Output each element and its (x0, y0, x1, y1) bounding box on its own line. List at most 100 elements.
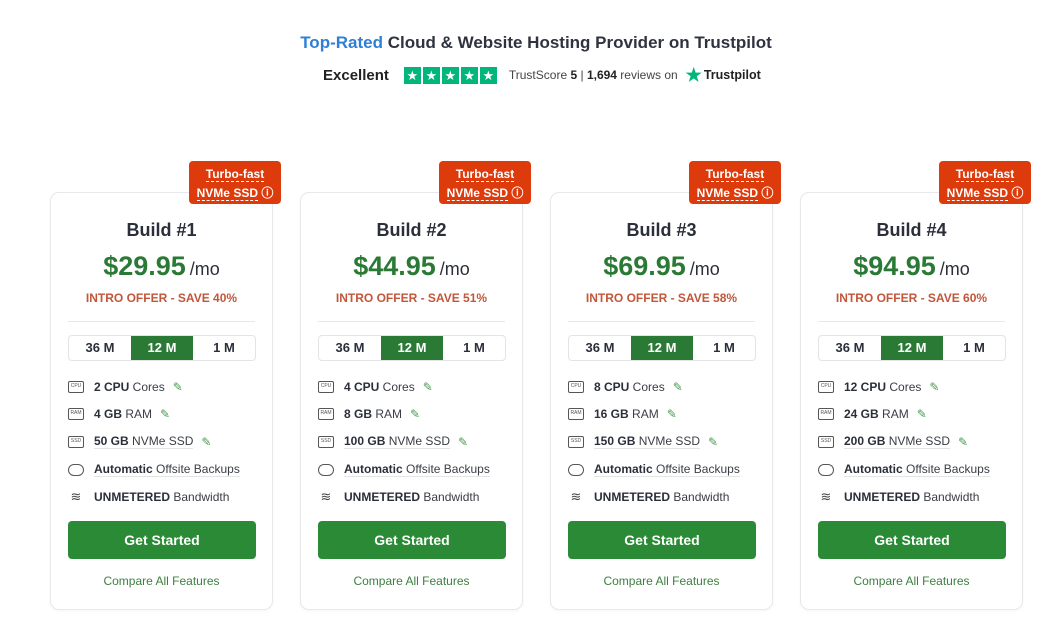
bandwidth-label: Bandwidth (170, 490, 230, 504)
compare-features-link[interactable]: Compare All Features (103, 574, 220, 588)
get-started-button[interactable]: Get Started (68, 521, 256, 559)
feature-ram: RAM 4 GB RAM ✎ (68, 407, 170, 421)
cpu-label: Cores (379, 380, 415, 394)
backup-database-icon (568, 463, 584, 476)
nvme-badge[interactable]: Turbo-fast NVMe SSD ⓘ (439, 161, 531, 204)
term-12m[interactable]: 12 M (381, 336, 443, 360)
bandwidth-label: Bandwidth (670, 490, 730, 504)
edit-pencil-icon[interactable]: ✎ (172, 380, 183, 394)
bandwidth-value: UNMETERED (94, 490, 171, 504)
compare-features-link[interactable]: Compare All Features (603, 574, 720, 588)
star-icon: ★ (441, 66, 459, 84)
price-amount: $29.95 (103, 251, 186, 281)
edit-pencil-icon[interactable]: ✎ (422, 380, 433, 394)
term-1m[interactable]: 1 M (713, 340, 735, 355)
compare-features-link[interactable]: Compare All Features (353, 574, 470, 588)
term-12m[interactable]: 12 M (131, 336, 193, 360)
trustscore-value: 5 (570, 68, 578, 82)
badge-line1: Turbo-fast (955, 167, 1015, 182)
cpu-icon: CPU (68, 381, 84, 393)
get-started-button[interactable]: Get Started (318, 521, 506, 559)
divider (568, 321, 755, 322)
get-started-button[interactable]: Get Started (568, 521, 756, 559)
cpu-value: 8 CPU (594, 380, 630, 394)
feature-bandwidth: ≋ UNMETERED Bandwidth (318, 489, 480, 505)
feature-cpu: CPU 8 CPU Cores ✎ (568, 380, 683, 394)
star-icon: ★ (479, 66, 497, 84)
cpu-icon: CPU (568, 381, 584, 393)
term-36m[interactable]: 36 M (85, 340, 115, 355)
edit-pencil-icon[interactable]: ✎ (708, 434, 719, 449)
backup-database-icon (68, 463, 84, 476)
badge-line2: NVMe SSD (446, 186, 508, 201)
cpu-icon: CPU (318, 381, 334, 393)
feature-backups: Automatic Offsite Backups (568, 462, 740, 477)
backup-value: Automatic (594, 462, 653, 476)
feature-bandwidth: ≋ UNMETERED Bandwidth (68, 489, 230, 505)
feature-backups: Automatic Offsite Backups (318, 462, 490, 477)
get-started-button[interactable]: Get Started (818, 521, 1006, 559)
ram-value: 8 GB (344, 407, 373, 421)
term-12m[interactable]: 12 M (881, 336, 943, 360)
ram-label: RAM (628, 407, 659, 421)
term-toggle[interactable]: 36 M 12 M 1 M (568, 335, 756, 361)
cpu-label: Cores (129, 380, 165, 394)
edit-pencil-icon[interactable]: ✎ (958, 434, 969, 449)
plan-price: $94.95/mo (801, 251, 1022, 282)
backup-value: Automatic (94, 462, 153, 476)
edit-pencil-icon[interactable]: ✎ (458, 434, 469, 449)
bandwidth-label: Bandwidth (920, 490, 980, 504)
term-12m[interactable]: 12 M (631, 336, 693, 360)
term-36m[interactable]: 36 M (585, 340, 615, 355)
term-1m[interactable]: 1 M (963, 340, 985, 355)
feature-ram: RAM 16 GB RAM ✎ (568, 407, 677, 421)
info-icon: ⓘ (1011, 186, 1024, 200)
trustpilot-widget[interactable]: Excellent ★ ★ ★ ★ ★ TrustScore 5 | 1,694 rev… (323, 64, 761, 86)
headline-text: Cloud & Website Hosting Provider on Trus… (382, 33, 772, 52)
plan-card: Turbo-fast NVMe SSD ⓘ Build #3 $69.95/mo … (550, 161, 781, 610)
backup-database-icon (318, 463, 334, 476)
price-period: /mo (689, 259, 720, 279)
intro-offer: INTRO OFFER - SAVE 60% (835, 291, 988, 305)
backup-label: Offsite Backups (902, 462, 990, 476)
term-toggle[interactable]: 36 M 12 M 1 M (68, 335, 256, 361)
trustpilot-logo[interactable]: ★ Trustpilot (686, 65, 761, 86)
term-36m[interactable]: 36 M (335, 340, 365, 355)
ssd-value: 100 GB (344, 434, 386, 448)
edit-pencil-icon[interactable]: ✎ (916, 407, 927, 421)
ram-value: 24 GB (844, 407, 879, 421)
badge-line2: NVMe SSD (946, 186, 1008, 201)
price-amount: $94.95 (853, 251, 936, 281)
badge-line1: Turbo-fast (455, 167, 515, 182)
compare-features-link[interactable]: Compare All Features (853, 574, 970, 588)
wifi-icon: ≋ (320, 489, 332, 504)
info-icon: ⓘ (511, 186, 524, 200)
divider (818, 321, 1005, 322)
term-36m[interactable]: 36 M (835, 340, 865, 355)
plan-price: $44.95/mo (301, 251, 522, 282)
edit-pencil-icon[interactable]: ✎ (410, 407, 421, 421)
plan-price: $69.95/mo (551, 251, 772, 282)
price-amount: $44.95 (353, 251, 436, 281)
separator: | (577, 68, 587, 82)
term-1m[interactable]: 1 M (463, 340, 485, 355)
edit-pencil-icon[interactable]: ✎ (160, 407, 171, 421)
cpu-label: Cores (629, 380, 665, 394)
star-icon: ★ (403, 66, 421, 84)
intro-offer: INTRO OFFER - SAVE 40% (85, 291, 238, 305)
nvme-badge[interactable]: Turbo-fast NVMe SSD ⓘ (189, 161, 281, 204)
cpu-value: 4 CPU (344, 380, 380, 394)
term-1m[interactable]: 1 M (213, 340, 235, 355)
term-toggle[interactable]: 36 M 12 M 1 M (818, 335, 1006, 361)
edit-pencil-icon[interactable]: ✎ (929, 380, 940, 394)
term-toggle[interactable]: 36 M 12 M 1 M (318, 335, 506, 361)
edit-pencil-icon[interactable]: ✎ (201, 434, 212, 449)
ssd-label: NVMe SSD (385, 434, 451, 448)
price-period: /mo (439, 259, 470, 279)
price-amount: $69.95 (603, 251, 686, 281)
edit-pencil-icon[interactable]: ✎ (672, 380, 683, 394)
edit-pencil-icon[interactable]: ✎ (666, 407, 677, 421)
plan-price: $29.95/mo (51, 251, 272, 282)
nvme-badge[interactable]: Turbo-fast NVMe SSD ⓘ (939, 161, 1031, 204)
nvme-badge[interactable]: Turbo-fast NVMe SSD ⓘ (689, 161, 781, 204)
